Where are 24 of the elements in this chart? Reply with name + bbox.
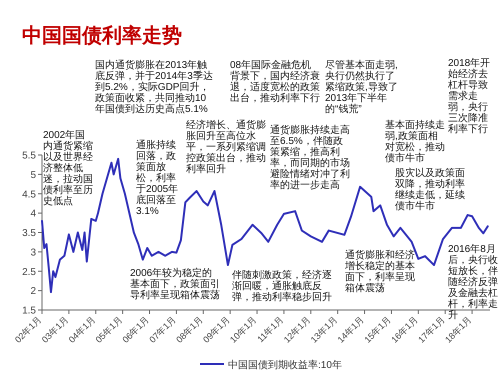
- y-tick-label: 2.5: [22, 266, 36, 278]
- annotation: 2006年较为稳定的基本面下，政策面引导利率呈现箱体震荡: [130, 268, 220, 301]
- y-tick-label: 5: [30, 170, 36, 181]
- text: 尽管基本面走弱,央行仍然执行了紧缩政策,导致了2013年下半年的“钱荒”: [325, 60, 399, 115]
- annotation: 通货膨胀和经济增长稳定的基本面下，利率呈现箱体震荡: [345, 250, 415, 294]
- legend-label: 中国国债到期收益率:10年: [228, 359, 342, 371]
- y-tick-label: 4: [30, 208, 36, 220]
- annotation: 2002年国内通货紧缩以及世界经济整体低迷，拉动国债利率至历史低点: [43, 130, 93, 207]
- y-tick-label: 3.5: [22, 228, 36, 239]
- annotation: 通货膨胀持续走高至6.5%，伴随政策紧缩，推高利率，而同期的市场避险情绪对冲了利率的进一步走高: [270, 125, 350, 191]
- text: 2018年开始经济去杠杆导致需求走弱，央行三次降准利率下行: [448, 58, 492, 135]
- annotation: 伴随刺激政策，经济逐渐回暖，通胀触底反弹，推动利率稳步回升: [232, 270, 332, 303]
- annotation: 通胀持续回落，政策面放松，利率于2005年底回落至3.1%: [136, 140, 180, 217]
- text: 国内通货膨胀在2013年触底反弹，并于2014年3季达到5.2%，实际GDP回升，政策面收紧，共同推动10年国债到达历史高点5.1%: [95, 60, 214, 115]
- annotation: 股灾以及政策面双降，推动利率继续走低，延续债市牛市: [395, 168, 465, 212]
- y-tick-label: 4.5: [22, 189, 36, 200]
- y-tick-label: 3: [30, 247, 36, 258]
- chart-title: 中国国债利率走势: [22, 24, 182, 47]
- y-tick-label: 5.5: [22, 150, 36, 162]
- y-tick-label: 1.5: [22, 306, 36, 316]
- y-tick-label: 2: [30, 286, 36, 298]
- text: 08年国际金融危机背景下，国内经济衰退，适度宽松的政策出台，推动利率下行: [230, 60, 320, 104]
- annotation: 经济增长、通货膨胀回升至高位水平，一系列紧缩调控政策出台，推动利率回升: [186, 120, 266, 175]
- annotation: 基本面持续走弱,政策面相对宽松，推动债市牛市: [385, 120, 445, 164]
